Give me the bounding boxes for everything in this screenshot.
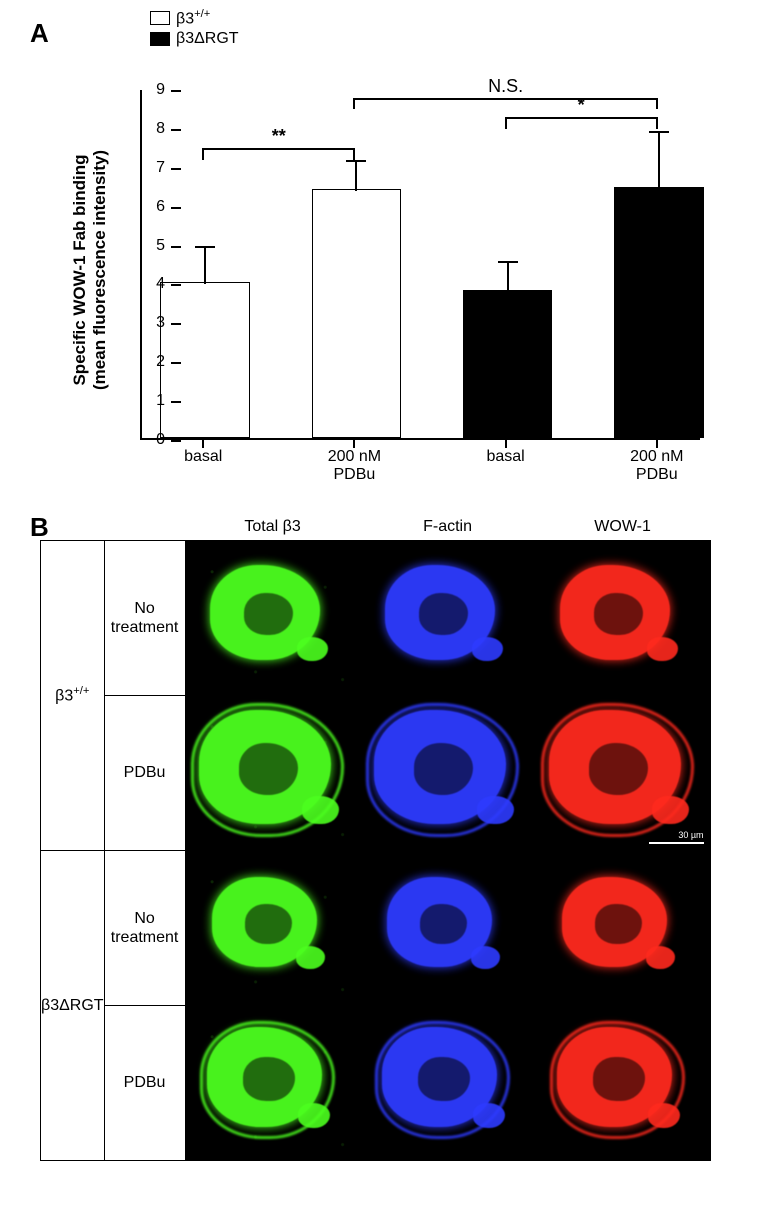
microscopy-image xyxy=(536,1006,710,1160)
scale-bar-label: 30 µm xyxy=(678,830,703,840)
treatment-label: PDBu xyxy=(104,1006,185,1161)
y-tick-label: 1 xyxy=(156,392,165,410)
bar-chart: Specific WOW-1 Fab binding(mean fluoresc… xyxy=(30,90,743,490)
plot-area xyxy=(140,90,700,440)
x-tick xyxy=(202,438,204,448)
error-bar xyxy=(204,246,206,285)
microscopy-image xyxy=(361,541,535,695)
microscopy-image xyxy=(186,1006,360,1160)
sig-line xyxy=(354,98,656,100)
table-cell xyxy=(360,696,535,851)
error-cap xyxy=(346,160,366,162)
sig-drop xyxy=(656,117,658,129)
microscopy-image xyxy=(361,1006,535,1160)
error-cap xyxy=(498,261,518,263)
panel-a-label: A xyxy=(30,18,49,49)
y-tick xyxy=(171,440,181,442)
table-cell xyxy=(360,1006,535,1161)
sig-drop xyxy=(202,148,204,160)
x-tick xyxy=(656,438,658,448)
y-tick-label: 3 xyxy=(156,314,165,332)
y-tick-label: 9 xyxy=(156,81,165,99)
y-tick xyxy=(171,129,181,131)
error-bar xyxy=(355,160,357,191)
y-tick-label: 8 xyxy=(156,120,165,138)
table-cell xyxy=(535,541,710,696)
error-bar xyxy=(658,131,660,189)
y-tick-label: 0 xyxy=(156,431,165,449)
table-cell xyxy=(360,851,535,1006)
y-tick xyxy=(171,246,181,248)
column-header: F-actin xyxy=(360,518,535,541)
x-tick-label: 200 nMPDBu xyxy=(328,448,381,485)
table-cell xyxy=(535,851,710,1006)
treatment-label: Notreatment xyxy=(104,851,185,1006)
x-tick-label: basal xyxy=(184,448,222,466)
row-group-label: β3+/+ xyxy=(41,541,105,851)
bar xyxy=(463,290,553,438)
y-tick-label: 5 xyxy=(156,237,165,255)
y-tick xyxy=(171,207,181,209)
treatment-label: PDBu xyxy=(104,696,185,851)
sig-drop xyxy=(353,148,355,160)
microscopy-image xyxy=(361,696,535,850)
y-axis-label: Specific WOW-1 Fab binding(mean fluoresc… xyxy=(70,120,110,420)
table-cell xyxy=(185,696,360,851)
scale-bar xyxy=(649,842,704,844)
microscopy-image xyxy=(186,851,360,1005)
x-tick xyxy=(353,438,355,448)
microscopy-image xyxy=(361,851,535,1005)
x-tick-label: 200 nMPDBu xyxy=(630,448,683,485)
y-tick xyxy=(171,323,181,325)
column-header: Total β3 xyxy=(185,518,360,541)
sig-drop xyxy=(505,117,507,129)
y-tick xyxy=(171,168,181,170)
y-tick xyxy=(171,362,181,364)
y-tick-label: 2 xyxy=(156,353,165,371)
microscopy-image: 30 µm xyxy=(536,696,710,850)
y-tick xyxy=(171,90,181,92)
column-header: WOW-1 xyxy=(535,518,710,541)
sig-line xyxy=(203,148,354,150)
y-tick-label: 6 xyxy=(156,198,165,216)
microscopy-table: Total β3F-actinWOW-1β3+/+NotreatmentPDBu… xyxy=(40,518,711,1161)
bar xyxy=(614,187,704,438)
microscopy-image xyxy=(186,696,360,850)
x-tick xyxy=(505,438,507,448)
sig-label: ** xyxy=(272,126,286,147)
figure: β3+/+β3ΔRGT A Specific WOW-1 Fab binding… xyxy=(0,0,773,1181)
panel-a: A Specific WOW-1 Fab binding(mean fluore… xyxy=(30,18,743,498)
row-group-label: β3ΔRGT xyxy=(41,851,105,1161)
treatment-label: Notreatment xyxy=(104,541,185,696)
table-cell xyxy=(185,1006,360,1161)
y-tick-label: 7 xyxy=(156,159,165,177)
error-cap xyxy=(195,246,215,248)
x-tick-label: basal xyxy=(486,448,524,466)
bar xyxy=(160,282,250,438)
bar xyxy=(312,189,402,438)
panel-b-label: B xyxy=(30,512,49,543)
microscopy-image xyxy=(186,541,360,695)
sig-label: N.S. xyxy=(488,76,523,97)
table-cell: 30 µm xyxy=(535,696,710,851)
y-tick xyxy=(171,401,181,403)
sig-drop xyxy=(656,98,658,110)
sig-drop xyxy=(353,98,355,110)
error-cap xyxy=(649,131,669,133)
table-cell xyxy=(535,1006,710,1161)
microscopy-image xyxy=(536,541,710,695)
sig-line xyxy=(506,117,657,119)
table-cell xyxy=(360,541,535,696)
y-tick xyxy=(171,284,181,286)
microscopy-image xyxy=(536,851,710,1005)
panel-b: B Total β3F-actinWOW-1β3+/+NotreatmentPD… xyxy=(30,518,743,1161)
table-cell xyxy=(185,541,360,696)
table-cell xyxy=(185,851,360,1006)
y-tick-label: 4 xyxy=(156,275,165,293)
error-bar xyxy=(507,261,509,292)
